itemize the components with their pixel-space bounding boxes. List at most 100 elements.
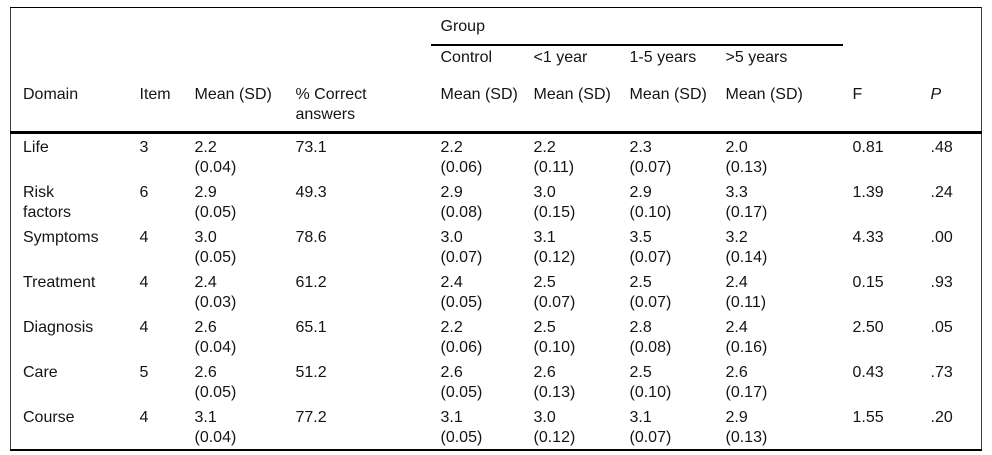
col-header-mean-sd: Mean (SD)	[184, 76, 286, 134]
col-subheader-control-mean-sd: Mean (SD)	[430, 76, 524, 134]
cell-mean-sd: 2.9 (0.05)	[194, 184, 237, 221]
cell-p: .00	[930, 229, 953, 246]
cell-domain: Symptoms	[23, 229, 99, 246]
cell-gt-5-years: 3.3 (0.17)	[725, 184, 768, 221]
col-header-p: P	[920, 76, 982, 134]
cell-domain: Diagnosis	[23, 319, 94, 336]
cell-gt-5-years: 2.9 (0.13)	[725, 409, 768, 446]
cell-gt-5-years: 2.0 (0.13)	[725, 139, 768, 176]
cell-pct-correct: 73.1	[295, 139, 327, 156]
cell-gt-5-years: 2.4 (0.16)	[725, 319, 768, 356]
cell-p: .05	[930, 319, 953, 336]
cell-domain: Care	[23, 364, 58, 381]
col-header-f: F	[842, 76, 921, 134]
cell-control: 3.0 (0.07)	[440, 229, 483, 266]
cell-f: 1.39	[852, 184, 884, 201]
table-row-risk-factors: Risk factors 6 2.9 (0.05) 49.3 2.9 (0.08…	[11, 179, 982, 224]
cell-domain: Treatment	[23, 274, 96, 291]
cell-f: 0.15	[852, 274, 884, 291]
cell-pct-correct: 78.6	[295, 229, 327, 246]
cell-f: 4.33	[852, 229, 884, 246]
cell-1-5-years: 2.5 (0.10)	[629, 364, 672, 401]
cell-pct-correct: 77.2	[295, 409, 327, 426]
col-subheader-gt-5-years-mean-sd: Mean (SD)	[715, 76, 843, 134]
group-header: Group	[430, 7, 843, 46]
spacer-cell	[843, 8, 982, 46]
cell-mean-sd: 3.0 (0.05)	[194, 229, 237, 266]
cell-pct-correct: 65.1	[295, 319, 327, 336]
table-row-course: Course 4 3.1 (0.04) 77.2 3.1 (0.05) 3.0 …	[11, 404, 982, 450]
cell-p: .73	[930, 364, 953, 381]
cell-p: .48	[930, 139, 953, 156]
table-row-diagnosis: Diagnosis 4 2.6 (0.04) 65.1 2.2 (0.06) 2…	[11, 314, 982, 359]
col-header-1-5-years: 1-5 years	[629, 49, 697, 66]
cell-control: 2.9 (0.08)	[440, 184, 483, 221]
cell-item: 3	[139, 139, 149, 156]
cell-control: 2.2 (0.06)	[440, 319, 483, 356]
cell-pct-correct: 61.2	[295, 274, 327, 291]
cell-1-5-years: 2.8 (0.08)	[629, 319, 672, 356]
cell-item: 4	[139, 274, 149, 291]
cell-lt-1-year: 3.0 (0.15)	[533, 184, 576, 221]
cell-domain: Course	[23, 409, 75, 426]
cell-1-5-years: 2.3 (0.07)	[629, 139, 672, 176]
cell-f: 0.43	[852, 364, 884, 381]
col-subheader-lt-1-year-mean-sd: Mean (SD)	[523, 76, 620, 134]
cell-p: .24	[930, 184, 953, 201]
cell-f: 0.81	[852, 139, 884, 156]
cell-mean-sd: 3.1 (0.04)	[194, 409, 237, 446]
col-subheader-1-5-years-mean-sd: Mean (SD)	[619, 76, 716, 134]
cell-mean-sd: 2.4 (0.03)	[194, 274, 237, 311]
table-header: Group Control <1 year 1-5 years >5 years…	[10, 7, 982, 134]
cell-f: 2.50	[852, 319, 884, 336]
cell-pct-correct: 51.2	[295, 364, 327, 381]
cell-lt-1-year: 2.6 (0.13)	[533, 364, 576, 401]
knowledge-stats-table: Group Control <1 year 1-5 years >5 years…	[10, 7, 983, 451]
column-headers-row: Domain Item Mean (SD) % Correct answers …	[10, 76, 982, 134]
cell-lt-1-year: 3.1 (0.12)	[533, 229, 576, 266]
col-header-gt-5-years: >5 years	[725, 49, 788, 66]
col-header-item: Item	[129, 76, 185, 134]
cell-1-5-years: 3.5 (0.07)	[629, 229, 672, 266]
cell-lt-1-year: 2.5 (0.10)	[533, 319, 576, 356]
cell-mean-sd: 2.6 (0.04)	[194, 319, 237, 356]
table-body: Life 3 2.2 (0.04) 73.1 2.2 (0.06) 2.2 (0…	[11, 133, 982, 451]
table-row-treatment: Treatment 4 2.4 (0.03) 61.2 2.4 (0.05) 2…	[11, 269, 982, 314]
cell-pct-correct: 49.3	[295, 184, 327, 201]
cell-control: 2.6 (0.05)	[440, 364, 483, 401]
cell-control: 3.1 (0.05)	[440, 409, 483, 446]
table-row-care: Care 5 2.6 (0.05) 51.2 2.6 (0.05) 2.6 (0…	[11, 359, 982, 404]
cell-domain: Risk factors	[23, 184, 72, 221]
cell-1-5-years: 2.5 (0.07)	[629, 274, 672, 311]
spacer-cell	[843, 45, 982, 76]
cell-item: 4	[139, 409, 149, 426]
cell-control: 2.2 (0.06)	[440, 139, 483, 176]
cell-lt-1-year: 2.2 (0.11)	[533, 139, 575, 176]
col-header-lt-1-year: <1 year	[533, 49, 588, 66]
group-header-row: Group	[11, 7, 982, 46]
group-columns-row: Control <1 year 1-5 years >5 years	[11, 45, 982, 76]
spacer-cell	[11, 8, 431, 46]
col-header-pct-correct: % Correct answers	[285, 76, 431, 134]
cell-item: 4	[139, 229, 149, 246]
cell-lt-1-year: 3.0 (0.12)	[533, 409, 576, 446]
table-row-symptoms: Symptoms 4 3.0 (0.05) 78.6 3.0 (0.07) 3.…	[11, 224, 982, 269]
col-header-control: Control	[440, 49, 493, 66]
table-row-life: Life 3 2.2 (0.04) 73.1 2.2 (0.06) 2.2 (0…	[11, 133, 982, 180]
cell-item: 4	[139, 319, 149, 336]
cell-p: .20	[930, 409, 953, 426]
cell-mean-sd: 2.2 (0.04)	[194, 139, 237, 176]
cell-gt-5-years: 3.2 (0.14)	[725, 229, 768, 266]
cell-1-5-years: 2.9 (0.10)	[629, 184, 672, 221]
cell-lt-1-year: 2.5 (0.07)	[533, 274, 576, 311]
cell-p: .93	[930, 274, 953, 291]
cell-domain: Life	[23, 139, 49, 156]
cell-gt-5-years: 2.4 (0.11)	[725, 274, 767, 311]
cell-item: 5	[139, 364, 149, 381]
cell-gt-5-years: 2.6 (0.17)	[725, 364, 768, 401]
spacer-cell	[11, 45, 431, 76]
cell-mean-sd: 2.6 (0.05)	[194, 364, 237, 401]
cell-f: 1.55	[852, 409, 884, 426]
cell-1-5-years: 3.1 (0.07)	[629, 409, 672, 446]
